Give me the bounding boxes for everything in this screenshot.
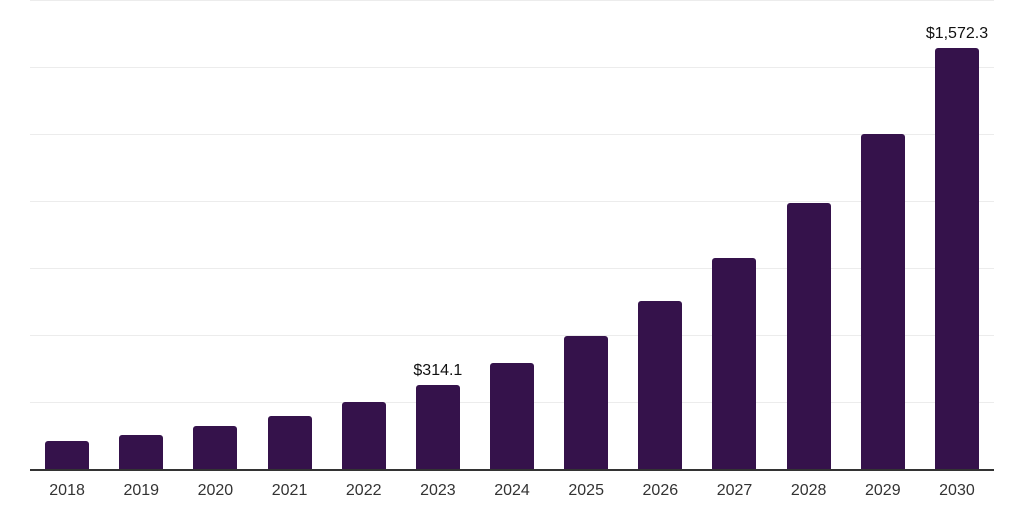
bar-cell-2022 xyxy=(327,0,401,469)
bar-cell-2030: $1,572.3 xyxy=(920,0,994,469)
bar-cell-2028 xyxy=(772,0,846,469)
bar-2024 xyxy=(490,363,535,469)
bar-2027 xyxy=(712,257,757,469)
bar-2019 xyxy=(119,434,164,469)
gridline xyxy=(30,0,994,1)
x-tick-label-2024: 2024 xyxy=(494,482,530,499)
bar-cell-2023: $314.1 xyxy=(401,0,475,469)
bar-cell-2018 xyxy=(30,0,104,469)
bar-2029 xyxy=(860,134,905,469)
bar-cell-2020 xyxy=(178,0,252,469)
bar-cell-2026 xyxy=(623,0,697,469)
bar-cell-2025 xyxy=(549,0,623,469)
x-tick-label-2028: 2028 xyxy=(790,482,827,499)
bar-2025 xyxy=(564,335,609,469)
x-tick-label-2023: 2023 xyxy=(420,482,456,499)
x-tick-label-2021: 2021 xyxy=(271,482,308,499)
bar-cell-2027 xyxy=(697,0,771,469)
bar-2026 xyxy=(638,301,683,469)
data-label-2023: $314.1 xyxy=(413,361,463,379)
x-tick-label-2027: 2027 xyxy=(716,482,753,499)
data-label-2030: $1,572.3 xyxy=(925,24,989,42)
x-axis-labels: 2018 2019 2020 2021 2022 2023 2024 2025 2026 2027… xyxy=(30,483,994,499)
plot-area: $314.1 $1,572.3 xyxy=(30,0,994,471)
x-tick-label-2022: 2022 xyxy=(345,482,382,499)
x-tick-label-2025: 2025 xyxy=(568,482,604,499)
bar-2028 xyxy=(786,203,831,469)
x-tick-label-2029: 2029 xyxy=(865,482,901,499)
x-tick-label-2026: 2026 xyxy=(642,482,679,499)
x-tick-label-2030: 2030 xyxy=(939,482,975,499)
bar-2030 xyxy=(934,47,979,469)
bar-2022 xyxy=(341,402,386,469)
gridline xyxy=(30,335,994,337)
bars-row: $314.1 $1,572.3 xyxy=(30,0,994,469)
gridline xyxy=(30,268,994,269)
gridline xyxy=(30,134,994,135)
x-tick-label-2020: 2020 xyxy=(197,482,234,499)
bar-cell-2029 xyxy=(846,0,920,469)
x-tick-label-2019: 2019 xyxy=(123,482,160,499)
bar-cell-2021 xyxy=(252,0,326,469)
x-tick-label-2018: 2018 xyxy=(49,482,85,499)
gridline xyxy=(30,67,994,68)
bar-2021 xyxy=(267,415,312,469)
gridline xyxy=(30,201,994,203)
bar-2020 xyxy=(193,425,238,469)
bar-2023 xyxy=(415,384,460,469)
bar-cell-2019 xyxy=(104,0,178,469)
bar-cell-2024 xyxy=(475,0,549,469)
bar-2018 xyxy=(45,441,90,469)
